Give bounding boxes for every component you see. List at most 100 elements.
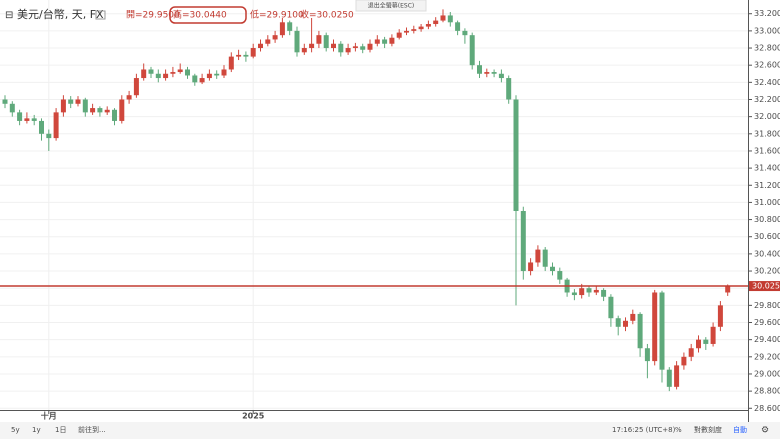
- last-price-box: [749, 281, 780, 292]
- percent-button[interactable]: %: [675, 426, 682, 434]
- candle-body: [185, 69, 190, 76]
- candle-body: [593, 289, 599, 293]
- y-tick-label: 33.2000: [754, 9, 780, 18]
- candle-body: [571, 292, 577, 296]
- candle-body: [696, 339, 701, 349]
- candle-body: [608, 296, 614, 319]
- candle-body: [287, 22, 293, 31]
- candle-body: [82, 99, 88, 113]
- close-label: 收=30.0250: [300, 9, 354, 21]
- candle-body: [148, 69, 154, 74]
- y-tick-label: 30.2000: [754, 267, 780, 276]
- low-label: 低=29.9100: [250, 9, 304, 21]
- candle-body: [506, 78, 512, 100]
- high-label: 高=30.0440: [173, 9, 227, 21]
- y-tick-label: 29.0000: [754, 369, 780, 378]
- candle-body: [97, 108, 103, 113]
- candle-body: [462, 30, 468, 36]
- candle-body: [301, 48, 307, 53]
- grid: [0, 0, 748, 410]
- y-tick-label: 31.0000: [754, 198, 780, 207]
- candle-body: [389, 37, 395, 44]
- candle-body: [258, 43, 263, 49]
- candle-body: [68, 99, 74, 104]
- candle-body: [615, 318, 621, 327]
- candle-body: [484, 72, 490, 74]
- candle-body: [236, 54, 242, 57]
- candle-body: [674, 365, 680, 387]
- candle-body: [557, 271, 563, 280]
- candle-body: [455, 22, 461, 31]
- candle-body: [491, 72, 497, 74]
- settings-gear[interactable]: ⚙: [761, 426, 769, 436]
- candle-body: [477, 65, 482, 74]
- candle-body: [170, 72, 176, 74]
- y-tick-label: 29.6000: [754, 318, 780, 327]
- candle-body: [433, 20, 439, 25]
- candle-body: [31, 118, 37, 121]
- range-button[interactable]: 1y: [32, 426, 41, 434]
- range-button[interactable]: 1日: [55, 426, 66, 434]
- candle-body: [659, 292, 665, 370]
- candle-body: [688, 348, 694, 357]
- candle-body: [447, 15, 453, 23]
- candle-body: [520, 211, 526, 272]
- candle-body: [440, 15, 446, 21]
- candle-body: [265, 39, 271, 44]
- candle-body: [374, 39, 380, 44]
- candle-body: [112, 109, 117, 121]
- candle-body: [126, 95, 132, 100]
- candle-body: [177, 69, 183, 73]
- exit-fullscreen[interactable]: 退出全螢幕(ESC): [368, 2, 414, 10]
- candle-body: [272, 35, 278, 40]
- candle-body: [192, 75, 198, 83]
- y-tick-label: 31.2000: [754, 181, 780, 190]
- candle-body: [725, 286, 731, 293]
- candle-body: [717, 305, 723, 327]
- settings-icon[interactable]: [95, 10, 106, 20]
- y-tick-label: 32.8000: [754, 44, 780, 53]
- goto-button[interactable]: 前往到...: [78, 425, 106, 434]
- candle-body: [528, 262, 534, 272]
- candle-body: [24, 118, 30, 121]
- candle-body: [579, 288, 585, 296]
- candle-body: [338, 43, 344, 53]
- y-tick-label: 28.8000: [754, 387, 780, 396]
- candle-body: [652, 292, 658, 362]
- candle-body: [17, 112, 23, 121]
- candle-body: [279, 22, 285, 36]
- candle-body: [644, 348, 650, 362]
- y-tick-label: 32.6000: [754, 61, 780, 70]
- candle-body: [404, 30, 409, 33]
- candle-body: [199, 78, 205, 83]
- candle-body: [294, 30, 300, 53]
- candle-body: [469, 35, 475, 66]
- candle-body: [119, 99, 125, 121]
- candle-body: [75, 99, 81, 104]
- y-tick-label: 32.0000: [754, 112, 780, 121]
- y-tick-label: 30.4000: [754, 249, 780, 258]
- log-button[interactable]: 對數刻度: [694, 425, 722, 434]
- clock: 17:16:25 (UTC+8): [612, 426, 676, 434]
- x-tick-label: 2025: [242, 412, 265, 421]
- candle-body: [513, 99, 519, 211]
- y-tick-label: 33.0000: [754, 26, 780, 35]
- candle-body: [163, 73, 169, 79]
- candle-body: [586, 288, 592, 293]
- candle-body: [710, 326, 716, 344]
- collapse-icon[interactable]: ⊟: [5, 10, 13, 21]
- y-tick-label: 29.4000: [754, 335, 780, 344]
- high-highlight: [169, 6, 247, 24]
- candle-body: [382, 39, 388, 44]
- y-tick-label: 28.6000: [754, 404, 780, 413]
- candle-body: [316, 35, 322, 44]
- exit-button-bg: [355, 0, 427, 12]
- candle-body: [331, 43, 336, 49]
- auto-button[interactable]: 自動: [733, 425, 747, 434]
- last-price-label: 30.0250: [752, 282, 780, 291]
- candle-body: [214, 73, 220, 76]
- candle-body: [630, 313, 636, 321]
- range-button[interactable]: 5y: [11, 426, 20, 434]
- candle-body: [550, 266, 555, 272]
